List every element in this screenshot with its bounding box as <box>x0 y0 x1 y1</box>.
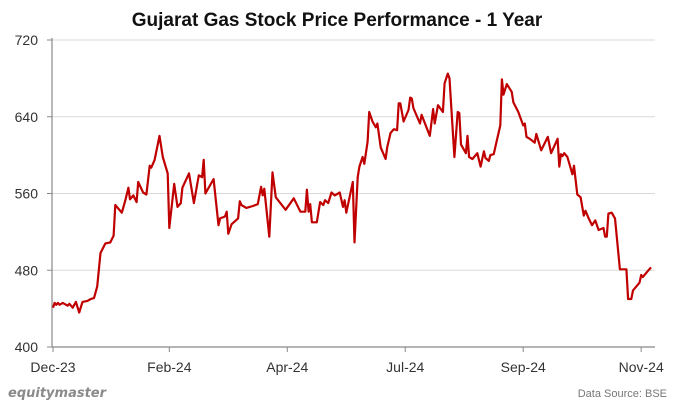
y-tick-label: 720 <box>15 32 39 48</box>
x-tick-label: Nov-24 <box>619 359 664 375</box>
gridlines <box>52 39 655 271</box>
y-tick-label: 640 <box>15 109 39 125</box>
x-axis-ticks: Dec-23 Feb-24 Apr-24 Jul-24 Sep-24 Nov-24 <box>30 347 664 375</box>
y-tick-label: 560 <box>15 186 39 202</box>
price-points <box>52 73 652 313</box>
x-tick-label: Sep-24 <box>501 359 546 375</box>
x-tick-label: Dec-23 <box>30 359 75 375</box>
chart-title: Gujarat Gas Stock Price Performance - 1 … <box>132 10 543 31</box>
y-tick-label: 480 <box>15 262 39 278</box>
x-tick-label: Jul-24 <box>386 359 424 375</box>
y-axis-ticks: 400 480 560 640 720 <box>15 32 52 355</box>
equitymaster-logo: equitymaster <box>8 386 108 401</box>
y-tick-label: 400 <box>15 339 39 355</box>
x-tick-label: Apr-24 <box>266 359 308 375</box>
data-source: Data Source: BSE <box>578 388 667 400</box>
x-tick-label: Feb-24 <box>147 359 192 375</box>
